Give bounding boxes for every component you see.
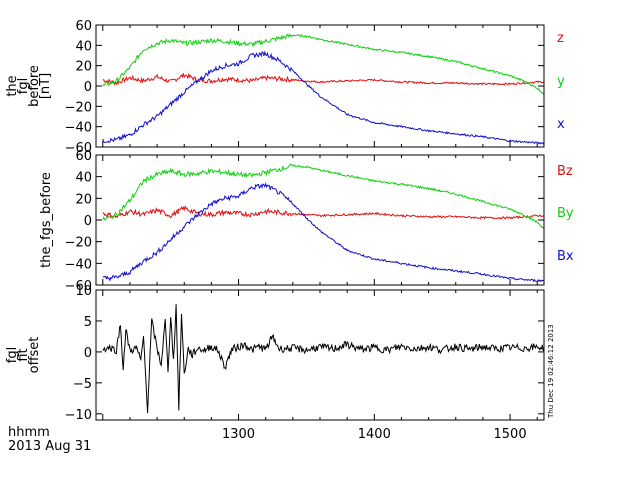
- series-line-offset: [102, 304, 545, 414]
- series-line-bx: [102, 182, 545, 283]
- legend-z: z: [557, 31, 564, 46]
- legend-bz: Bz: [557, 164, 573, 179]
- y-axis-label: [nT]: [38, 73, 53, 99]
- panel-frame: [95, 24, 545, 148]
- series-line-bz: [102, 204, 545, 220]
- x-tick-label: 1300: [222, 427, 255, 442]
- y-axis-label: before: [27, 65, 42, 107]
- y-axis-label: fgl: [16, 78, 31, 94]
- y-tick-label: −60: [65, 141, 92, 156]
- y-tick-label: 0: [84, 214, 92, 229]
- xlabel-hhmm: hhmm: [8, 425, 50, 440]
- y-tick-label: −10: [65, 408, 92, 423]
- series-line-z: [102, 72, 545, 86]
- legend-bx: Bx: [557, 249, 574, 264]
- legend-by: By: [557, 206, 574, 221]
- series-line-x: [102, 50, 545, 145]
- x-tick-label: 1500: [494, 427, 527, 442]
- panel-frame: [95, 154, 545, 286]
- y-tick-label: −40: [65, 257, 92, 272]
- xlabel-date: 2013 Aug 31: [8, 439, 91, 454]
- y-tick-label: 20: [75, 192, 92, 207]
- y-axis-label: the: [5, 75, 20, 96]
- y-tick-label: 10: [75, 284, 92, 299]
- y-tick-label: −20: [65, 236, 92, 251]
- y-tick-label: 60: [75, 19, 92, 34]
- y-tick-label: 40: [75, 39, 92, 54]
- panel-frame: [95, 289, 545, 421]
- y-tick-label: 5: [84, 315, 92, 330]
- legend-x: x: [557, 117, 565, 132]
- series-line-y: [102, 33, 545, 95]
- y-tick-label: −20: [65, 100, 92, 115]
- y-axis-label: fgl: [5, 347, 20, 363]
- y-tick-label: 0: [84, 80, 92, 95]
- x-tick-label: 1400: [358, 427, 391, 442]
- y-tick-label: −40: [65, 121, 92, 136]
- y-tick-label: 0: [84, 346, 92, 361]
- y-axis-label: offset: [27, 337, 42, 374]
- y-tick-label: 60: [75, 149, 92, 164]
- y-axis-label: the_fgs_before: [39, 172, 54, 268]
- panel-2: Bz By Bx −60 −40 −20 0 20 40 60 the_fgs_before: [39, 149, 574, 294]
- legend-y: y: [557, 74, 565, 89]
- y-axis-label: fit: [16, 348, 31, 361]
- y-tick-label: −5: [73, 377, 92, 392]
- y-tick-label: 20: [75, 60, 92, 75]
- y-tick-label: −60: [65, 279, 92, 294]
- timestamp-stamp: Thu Dec 19 02:46:12 2013: [547, 324, 555, 419]
- series-line-by: [102, 163, 545, 229]
- y-tick-label: 40: [75, 171, 92, 186]
